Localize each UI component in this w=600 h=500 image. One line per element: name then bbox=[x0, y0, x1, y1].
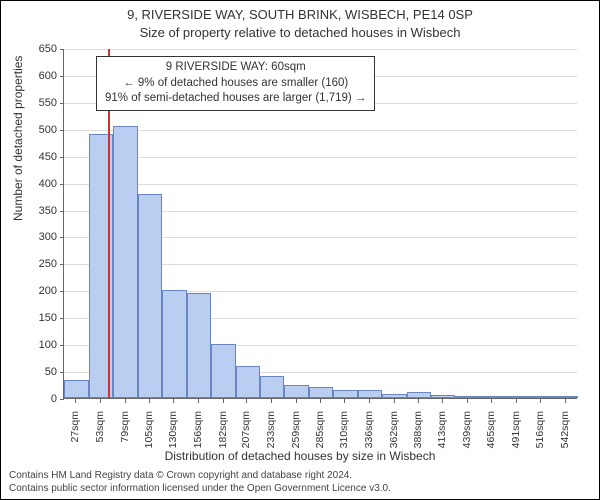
y-tick-mark bbox=[60, 130, 64, 131]
footer-text: Contains HM Land Registry data © Crown c… bbox=[9, 469, 391, 495]
y-tick-label: 650 bbox=[21, 43, 57, 55]
histogram-bar bbox=[505, 396, 529, 398]
histogram-bar bbox=[553, 396, 578, 398]
x-axis-title: Distribution of detached houses by size … bbox=[1, 449, 599, 463]
x-tick-mark bbox=[100, 399, 101, 403]
chart-container: 9, RIVERSIDE WAY, SOUTH BRINK, WISBECH, … bbox=[0, 0, 600, 500]
y-tick-mark bbox=[60, 157, 64, 158]
histogram-bar bbox=[113, 126, 138, 398]
gridline bbox=[64, 130, 577, 131]
y-tick-mark bbox=[60, 264, 64, 265]
x-tick-mark bbox=[271, 399, 272, 403]
x-tick-mark bbox=[125, 399, 126, 403]
y-tick-label: 0 bbox=[21, 393, 57, 405]
histogram-bar bbox=[260, 376, 285, 398]
y-tick-mark bbox=[60, 49, 64, 50]
x-tick-mark bbox=[491, 399, 492, 403]
chart-subtitle: Size of property relative to detached ho… bbox=[1, 25, 599, 40]
histogram-bar bbox=[236, 366, 260, 398]
annotation-line-2: ← 9% of detached houses are smaller (160… bbox=[105, 76, 366, 92]
footer-line-1: Contains HM Land Registry data © Crown c… bbox=[9, 469, 391, 482]
x-tick-mark bbox=[223, 399, 224, 403]
histogram-bar bbox=[480, 396, 505, 398]
histogram-bar bbox=[333, 390, 358, 398]
histogram-bar bbox=[211, 344, 236, 398]
y-tick-label: 200 bbox=[21, 285, 57, 297]
x-tick-mark bbox=[369, 399, 370, 403]
histogram-bar bbox=[455, 396, 480, 398]
histogram-bar bbox=[284, 385, 309, 398]
y-tick-label: 150 bbox=[21, 312, 57, 324]
y-tick-mark bbox=[60, 76, 64, 77]
x-tick-mark bbox=[344, 399, 345, 403]
x-tick-mark bbox=[149, 399, 150, 403]
x-tick-mark bbox=[565, 399, 566, 403]
histogram-bar bbox=[358, 390, 383, 398]
y-tick-mark bbox=[60, 184, 64, 185]
y-tick-mark bbox=[60, 399, 64, 400]
x-tick-mark bbox=[467, 399, 468, 403]
footer-line-2: Contains public sector information licen… bbox=[9, 482, 391, 495]
histogram-bar bbox=[431, 395, 456, 398]
histogram-bar bbox=[187, 293, 212, 398]
gridline bbox=[64, 184, 577, 185]
y-tick-label: 100 bbox=[21, 339, 57, 351]
y-tick-mark bbox=[60, 372, 64, 373]
y-tick-mark bbox=[60, 237, 64, 238]
gridline bbox=[64, 49, 577, 50]
y-tick-label: 400 bbox=[21, 178, 57, 190]
y-tick-label: 250 bbox=[21, 258, 57, 270]
y-tick-label: 50 bbox=[21, 366, 57, 378]
y-tick-mark bbox=[60, 103, 64, 104]
x-tick-mark bbox=[296, 399, 297, 403]
y-tick-label: 550 bbox=[21, 97, 57, 109]
chart-title: 9, RIVERSIDE WAY, SOUTH BRINK, WISBECH, … bbox=[1, 7, 599, 22]
y-tick-label: 350 bbox=[21, 205, 57, 217]
y-tick-mark bbox=[60, 291, 64, 292]
x-tick-mark bbox=[320, 399, 321, 403]
histogram-bar bbox=[407, 392, 431, 398]
histogram-bar bbox=[162, 290, 187, 398]
y-tick-label: 500 bbox=[21, 124, 57, 136]
histogram-bar bbox=[309, 387, 333, 398]
x-tick-mark bbox=[198, 399, 199, 403]
annotation-line-3: 91% of semi-detached houses are larger (… bbox=[105, 91, 366, 107]
gridline bbox=[64, 157, 577, 158]
histogram-bar bbox=[64, 380, 89, 398]
annotation-line-1: 9 RIVERSIDE WAY: 60sqm bbox=[105, 60, 366, 76]
annotation-box: 9 RIVERSIDE WAY: 60sqm ← 9% of detached … bbox=[96, 56, 375, 111]
x-tick-mark bbox=[540, 399, 541, 403]
x-tick-mark bbox=[246, 399, 247, 403]
x-tick-mark bbox=[442, 399, 443, 403]
x-tick-mark bbox=[75, 399, 76, 403]
y-tick-label: 600 bbox=[21, 70, 57, 82]
x-tick-mark bbox=[516, 399, 517, 403]
histogram-bar bbox=[382, 394, 407, 398]
y-tick-label: 450 bbox=[21, 151, 57, 163]
x-tick-mark bbox=[173, 399, 174, 403]
x-tick-mark bbox=[418, 399, 419, 403]
y-tick-mark bbox=[60, 318, 64, 319]
histogram-bar bbox=[529, 396, 554, 398]
y-tick-mark bbox=[60, 211, 64, 212]
x-tick-mark bbox=[394, 399, 395, 403]
y-tick-label: 300 bbox=[21, 231, 57, 243]
histogram-bar bbox=[138, 194, 162, 398]
y-tick-mark bbox=[60, 345, 64, 346]
